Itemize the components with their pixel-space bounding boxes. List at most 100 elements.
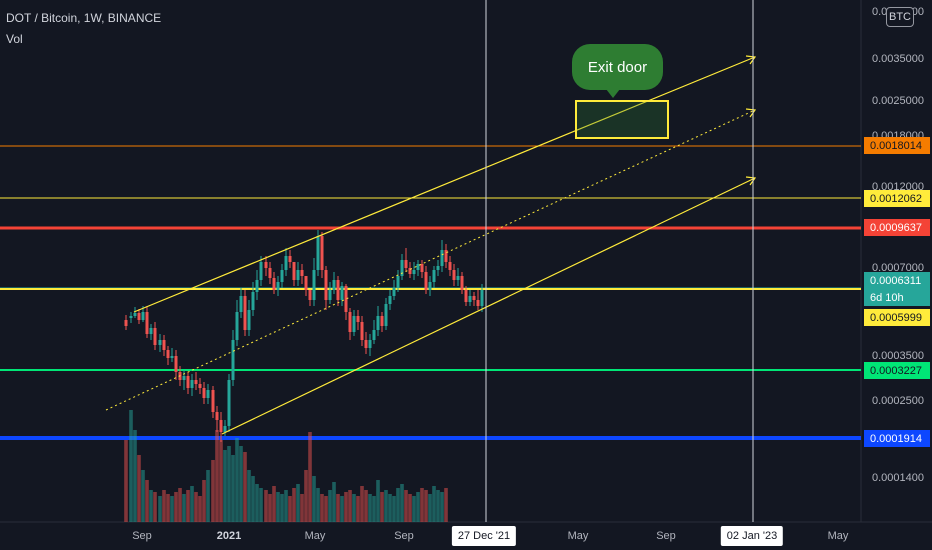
price-tick: 0.0025000: [872, 95, 924, 107]
candle-body: [480, 290, 484, 306]
candle-body: [259, 262, 263, 280]
candle-body: [444, 250, 448, 262]
volume-bar: [368, 494, 372, 522]
candle-body: [194, 380, 198, 384]
candle-body: [360, 322, 364, 340]
candle-body: [255, 280, 259, 292]
volume-bar: [280, 494, 284, 522]
candle-body: [408, 268, 412, 274]
candle-body: [356, 316, 360, 322]
bar-countdown: 6d 10h: [864, 289, 930, 306]
candle-body: [190, 380, 194, 388]
candle-body: [137, 313, 141, 320]
candle-body: [292, 262, 296, 280]
current-price-tag: 0.0006311 6d 10h: [864, 272, 930, 306]
volume-bar: [416, 492, 420, 522]
volume-bar: [360, 486, 364, 522]
volume-bar: [264, 490, 268, 522]
volume-bar: [247, 470, 251, 522]
candle-body: [296, 270, 300, 280]
price-label-yellow-lower: 0.0005999: [864, 309, 930, 326]
candle-body: [304, 276, 308, 290]
time-tick: May: [567, 530, 589, 542]
candle-body: [133, 313, 137, 316]
volume-bar: [388, 494, 392, 522]
volume-bar: [190, 486, 194, 522]
candle-body: [340, 286, 344, 300]
volume-indicator-label[interactable]: Vol: [6, 32, 23, 46]
price-channel: [105, 55, 757, 435]
volume-bar: [408, 494, 412, 522]
candle-body: [372, 330, 376, 340]
volume-bar: [198, 496, 202, 522]
candle-body: [316, 236, 320, 270]
candle-body: [432, 270, 436, 282]
candle-body: [396, 276, 400, 288]
volume-bar: [153, 492, 157, 522]
volume-bars: [124, 410, 448, 522]
price-tick: 0.0002500: [872, 395, 924, 407]
candle-body: [153, 328, 157, 345]
candle-body: [186, 376, 190, 388]
volume-bar: [340, 496, 344, 522]
volume-bar: [288, 496, 292, 522]
volume-bar: [364, 490, 368, 522]
candle-body: [448, 262, 452, 270]
price-label-green: 0.0003227: [864, 362, 930, 379]
candle-body: [284, 256, 288, 270]
volume-bar: [174, 492, 178, 522]
channel-midline: [105, 109, 756, 411]
candle-body: [464, 290, 468, 302]
candle-body: [388, 296, 392, 304]
volume-bar: [145, 480, 149, 522]
candle-body: [300, 270, 304, 276]
date-marker-jan-23: 02 Jan '23: [720, 526, 784, 546]
volume-bar: [348, 490, 352, 522]
candle-body: [162, 340, 166, 350]
candle-body: [452, 270, 456, 280]
volume-bar: [332, 482, 336, 522]
price-tick: 0.0035000: [872, 53, 924, 65]
volume-bar: [296, 484, 300, 522]
volume-bar: [235, 438, 239, 522]
symbol-title[interactable]: DOT / Bitcoin, 1W, BINANCE: [6, 11, 162, 25]
candle-body: [456, 276, 460, 280]
candle-body: [206, 390, 210, 398]
candle-body: [251, 292, 255, 310]
volume-bar: [376, 480, 380, 522]
chart-grid: [0, 0, 932, 523]
candle-body: [219, 420, 223, 432]
volume-bar: [440, 492, 444, 522]
volume-bar: [444, 488, 448, 522]
callout-tail: [606, 89, 620, 98]
volume-bar: [219, 440, 223, 522]
volume-bar: [300, 494, 304, 522]
current-price-value: 0.0006311: [864, 272, 930, 289]
volume-bar: [215, 430, 219, 522]
candle-body: [215, 412, 219, 420]
volume-bar: [324, 496, 328, 522]
exit-zone-rect[interactable]: [575, 100, 669, 139]
candle-body: [268, 268, 272, 278]
candle-body: [348, 312, 352, 332]
candle-body: [392, 288, 396, 296]
volume-bar: [372, 496, 376, 522]
price-tick: 0.0007000: [872, 262, 924, 274]
volume-bar: [206, 470, 210, 522]
candle-body: [308, 290, 312, 300]
exit-door-callout[interactable]: Exit door: [572, 44, 663, 90]
candle-body: [476, 300, 480, 306]
candle-body: [145, 312, 149, 334]
volume-bar: [158, 496, 162, 522]
volume-bar: [129, 410, 133, 522]
volume-bar: [178, 488, 182, 522]
channel-upper-line: [133, 56, 756, 313]
candle-body: [198, 384, 202, 388]
channel-arrowhead: [745, 108, 757, 118]
candle-body: [320, 236, 324, 270]
currency-badge[interactable]: BTC: [886, 7, 914, 27]
candle-body: [368, 340, 372, 348]
volume-bar: [304, 470, 308, 522]
volume-bar: [336, 494, 340, 522]
